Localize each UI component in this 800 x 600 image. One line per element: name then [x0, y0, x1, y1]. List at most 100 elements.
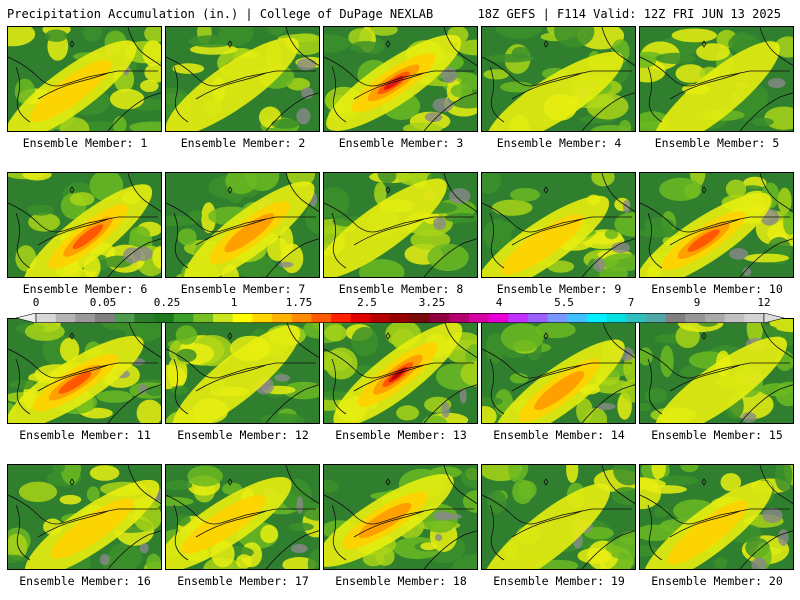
- ensemble-map-13: [323, 318, 478, 424]
- precip-field-map: [482, 173, 635, 277]
- ensemble-map-5: [639, 26, 794, 132]
- colorbar-swatch: [370, 313, 391, 323]
- precip-field-map: [166, 319, 319, 423]
- ensemble-map-6: [7, 172, 162, 278]
- precip-field-map: [8, 173, 161, 277]
- ensemble-member-label: Ensemble Member: 20: [651, 574, 783, 588]
- ensemble-map-3: [323, 26, 478, 132]
- colorbar-swatch: [724, 313, 745, 323]
- precip-field-map: [324, 27, 477, 131]
- colorbar-swatch: [685, 313, 706, 323]
- ensemble-member-label: Ensemble Member: 15: [651, 428, 783, 442]
- ensemble-member-label: Ensemble Member: 18: [335, 574, 467, 588]
- precip-field-map: [640, 465, 793, 569]
- ensemble-member-label: Ensemble Member: 4: [496, 136, 622, 150]
- colorbar-tick-label: 7: [627, 296, 635, 309]
- colorbar-swatch: [134, 313, 155, 323]
- ensemble-member-label: Ensemble Member: 8: [338, 282, 464, 296]
- precip-field-map: [8, 319, 161, 423]
- colorbar-swatch: [232, 313, 253, 323]
- colorbar-swatch: [193, 313, 214, 323]
- colorbar-scale: [15, 312, 785, 324]
- ensemble-map-4: [481, 26, 636, 132]
- ensemble-member-label: Ensemble Member: 9: [496, 282, 622, 296]
- ensemble-map-2: [165, 26, 320, 132]
- colorbar-tick-label: 3.25: [418, 296, 446, 309]
- precip-field-map: [166, 465, 319, 569]
- colorbar-swatch: [606, 313, 627, 323]
- ensemble-member-label: Ensemble Member: 12: [177, 428, 309, 442]
- ensemble-map-20: [639, 464, 794, 570]
- colorbar-swatch: [114, 313, 135, 323]
- ensemble-member-label: Ensemble Member: 2: [180, 136, 306, 150]
- colorbar-tick-label: 2.5: [357, 296, 377, 309]
- ensemble-member-label: Ensemble Member: 6: [22, 282, 148, 296]
- ensemble-member-label: Ensemble Member: 19: [493, 574, 625, 588]
- precip-field-map: [482, 319, 635, 423]
- colorbar-low-arrow: [15, 312, 37, 324]
- colorbar-swatch: [429, 313, 450, 323]
- ensemble-map-14: [481, 318, 636, 424]
- ensemble-map-9: [481, 172, 636, 278]
- ensemble-member-label: Ensemble Member: 3: [338, 136, 464, 150]
- colorbar-tick-label: 1: [230, 296, 238, 309]
- colorbar-swatch: [331, 313, 352, 323]
- ensemble-map-16: [7, 464, 162, 570]
- ensemble-map-7: [165, 172, 320, 278]
- colorbar-swatch: [291, 313, 312, 323]
- ensemble-member-label: Ensemble Member: 16: [19, 574, 151, 588]
- precip-field-map: [324, 465, 477, 569]
- colorbar-swatch: [704, 313, 725, 323]
- ensemble-member-label: Ensemble Member: 17: [177, 574, 309, 588]
- colorbar-swatch: [744, 313, 765, 323]
- colorbar-swatch: [311, 313, 332, 323]
- colorbar-swatch: [488, 313, 509, 323]
- precip-field-map: [8, 27, 161, 131]
- precip-field-map: [640, 173, 793, 277]
- colorbar-swatch: [75, 313, 96, 323]
- precip-field-map: [640, 27, 793, 131]
- colorbar-swatch: [409, 313, 430, 323]
- ensemble-member-label: Ensemble Member: 10: [651, 282, 783, 296]
- colorbar-swatch: [213, 313, 234, 323]
- colorbar-tick-label: 5.5: [554, 296, 574, 309]
- colorbar-swatch: [252, 313, 273, 323]
- colorbar-swatch: [272, 313, 293, 323]
- colorbar-tick-label: 4: [495, 296, 503, 309]
- colorbar-swatch: [626, 313, 647, 323]
- colorbar-swatch: [173, 313, 194, 323]
- ensemble-map-12: [165, 318, 320, 424]
- ensemble-member-label: Ensemble Member: 5: [654, 136, 780, 150]
- ensemble-map-17: [165, 464, 320, 570]
- colorbar-tick-label: 12: [757, 296, 771, 309]
- precip-field-map: [8, 465, 161, 569]
- colorbar-swatch: [154, 313, 175, 323]
- colorbar-swatch: [36, 313, 56, 323]
- colorbar-tick-label: 0.25: [153, 296, 181, 309]
- colorbar-tick-label: 0.05: [89, 296, 117, 309]
- ensemble-map-8: [323, 172, 478, 278]
- colorbar-swatch: [567, 313, 588, 323]
- ensemble-member-label: Ensemble Member: 11: [19, 428, 151, 442]
- colorbar-swatch: [350, 313, 371, 323]
- precip-field-map: [166, 27, 319, 131]
- ensemble-map-11: [7, 318, 162, 424]
- precip-field-map: [324, 319, 477, 423]
- precip-field-map: [482, 465, 635, 569]
- colorbar-swatch: [55, 313, 76, 323]
- colorbar-swatch: [527, 313, 548, 323]
- ensemble-map-10: [639, 172, 794, 278]
- run-valid-time: 18Z GEFS | F114 Valid: 12Z FRI JUN 13 20…: [477, 7, 781, 21]
- colorbar-swatch: [665, 313, 686, 323]
- ensemble-member-label: Ensemble Member: 1: [22, 136, 148, 150]
- colorbar-tick-label: 0: [32, 296, 40, 309]
- ensemble-member-label: Ensemble Member: 7: [180, 282, 306, 296]
- ensemble-member-label: Ensemble Member: 13: [335, 428, 467, 442]
- colorbar-swatch: [468, 313, 489, 323]
- ensemble-map-18: [323, 464, 478, 570]
- colorbar-tick-label: 9: [693, 296, 701, 309]
- page-title: Precipitation Accumulation (in.) | Colle…: [7, 7, 434, 21]
- colorbar-swatch: [390, 313, 411, 323]
- colorbar-swatch: [508, 313, 529, 323]
- colorbar-swatch: [586, 313, 607, 323]
